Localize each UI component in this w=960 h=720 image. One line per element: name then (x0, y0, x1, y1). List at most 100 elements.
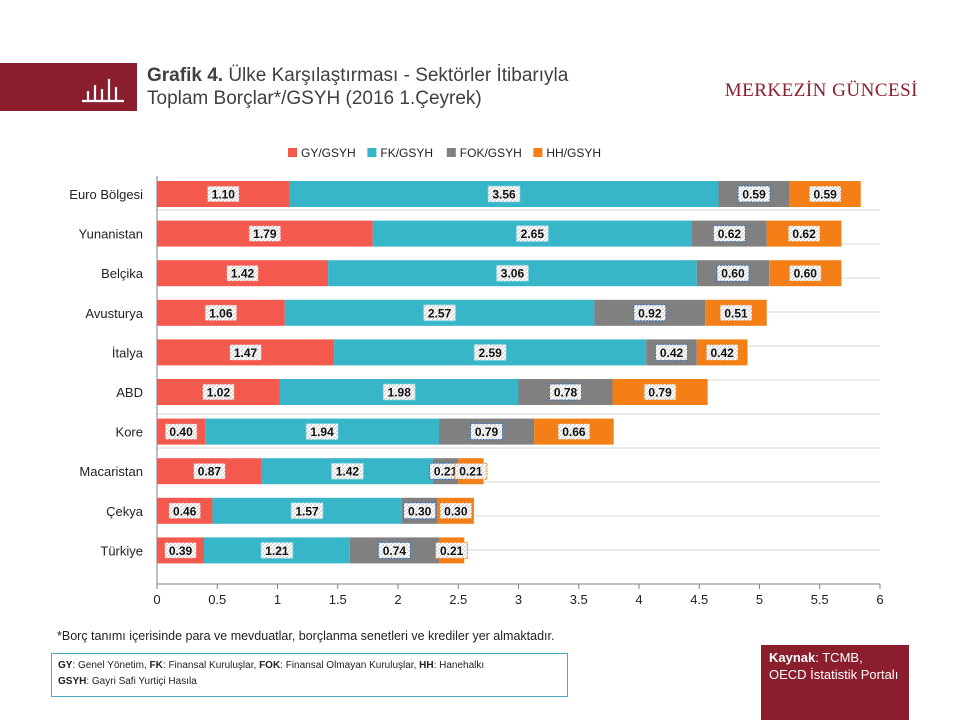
legend-label-fk: FK/GSYH (380, 146, 433, 160)
x-tick-label: 1 (274, 592, 281, 607)
data-label-hh: 0.21 (440, 544, 464, 558)
abbr-line2-desc-0: : Gayri Safi Yurtiçi Hasıla (86, 676, 197, 687)
abbr-line1-desc-2: : Finansal Olmayan Kuruluşlar, (280, 660, 420, 671)
x-tick-label: 4 (635, 592, 642, 607)
data-label-box (716, 264, 750, 282)
data-label-fk: 2.59 (479, 346, 503, 360)
legend-swatch-hh (533, 148, 543, 157)
title-bold: Grafik 4. (147, 65, 224, 86)
data-label-hh: 0.59 (813, 188, 837, 202)
category-label: Belçika (101, 266, 144, 281)
abbr-line1-key-3: HH (419, 660, 434, 671)
stacked-bar-chart: 0 0.5 1 1.5 2 2.5 3 3.5 4 4.5 5 5.5 6GY/GSYH FK/GSYH F… (69, 146, 883, 607)
data-label-hh: 0.62 (792, 227, 816, 241)
data-label-box (633, 304, 667, 322)
data-label-box (719, 304, 753, 322)
title-line2: Toplam Borçlar*/GSYH (2016 1.Çeyrek) (147, 88, 482, 109)
data-label-fk: 3.06 (501, 267, 525, 281)
abbreviation-line-1: GY: Genel Yönetim, FK: Finansal Kuruluşl… (58, 658, 561, 674)
data-label-box (473, 343, 507, 361)
x-tick-label: 0.5 (208, 592, 226, 607)
x-tick-label: 3 (515, 592, 522, 607)
legend-swatch-fok (446, 148, 456, 157)
data-label-box (206, 185, 240, 203)
legend-swatch-gy (288, 148, 297, 157)
category-label: Türkiye (100, 543, 143, 558)
data-label-fk: 1.57 (295, 504, 319, 518)
data-label-box (192, 462, 226, 480)
legend-label-fok: FOK/GSYH (460, 146, 522, 160)
data-label-fok: 0.42 (660, 346, 684, 360)
data-label-hh: 0.21 (459, 465, 483, 479)
category-label: ABD (116, 385, 143, 400)
data-label-box (808, 185, 842, 203)
data-label-box (487, 185, 521, 203)
x-tick-label: 6 (876, 592, 883, 607)
data-label-fok: 0.21 (434, 465, 458, 479)
data-label-box (260, 541, 294, 559)
category-label: Çekya (106, 504, 144, 519)
data-label-box (201, 383, 235, 401)
data-label-gy: 0.39 (169, 544, 193, 558)
data-label-hh: 0.51 (724, 306, 748, 320)
data-label-box (548, 383, 582, 401)
data-label-fok: 0.74 (383, 544, 407, 558)
data-label-fok: 0.60 (721, 267, 745, 281)
data-label-gy: 0.40 (169, 425, 193, 439)
category-label: Yunanistan (79, 227, 143, 242)
data-label-box (164, 423, 198, 441)
data-label-fok: 0.59 (742, 188, 766, 202)
brand-logo-text: MERKEZİN GÜNCESİ (724, 80, 918, 101)
data-label-fk: 2.57 (428, 306, 452, 320)
bar-chart-icon (82, 79, 124, 103)
data-label-box (454, 462, 488, 480)
x-tick-label: 3.5 (570, 592, 588, 607)
data-label-box (643, 383, 677, 401)
legend-label-hh: HH/GSYH (546, 146, 601, 160)
data-label-box (712, 225, 746, 243)
x-tick-label: 2.5 (449, 592, 467, 607)
data-label-box (737, 185, 771, 203)
data-label-box (226, 264, 260, 282)
x-tick-label: 2 (394, 592, 401, 607)
x-tick-label: 0 (153, 592, 160, 607)
data-label-fok: 0.78 (554, 386, 578, 400)
data-label-gy: 1.10 (212, 188, 236, 202)
data-label-box (495, 264, 529, 282)
data-label-box (515, 225, 549, 243)
data-label-hh: 0.66 (562, 425, 586, 439)
data-label-hh: 0.30 (444, 504, 468, 518)
data-label-fk: 1.42 (336, 465, 360, 479)
data-label-box (435, 541, 469, 559)
data-label-gy: 1.02 (207, 386, 231, 400)
data-label-gy: 1.06 (209, 306, 233, 320)
data-label-fk: 1.98 (388, 386, 412, 400)
legend-label-gy: GY/GSYH (301, 146, 356, 160)
data-label-box (787, 225, 821, 243)
data-label-box (788, 264, 822, 282)
data-label-gy: 0.46 (173, 504, 197, 518)
data-label-fk: 3.56 (492, 188, 516, 202)
header-band (0, 63, 137, 111)
footnote: *Borç tanımı içerisinde para ve mevduatl… (57, 629, 555, 643)
data-label-hh: 0.79 (648, 386, 672, 400)
x-tick-label: 1.5 (329, 592, 347, 607)
data-label-fok: 0.62 (718, 227, 742, 241)
data-label-box (204, 304, 238, 322)
data-label-fok: 0.30 (408, 504, 432, 518)
abbr-line1-desc-0: : Genel Yönetim, (72, 660, 150, 671)
data-label-gy: 1.79 (253, 227, 277, 241)
data-label-hh: 0.60 (794, 267, 818, 281)
data-label-box (439, 502, 473, 520)
data-label-fk: 1.21 (265, 544, 289, 558)
data-label-box (163, 541, 197, 559)
legend-swatch-fk (367, 148, 377, 157)
abbr-line1-desc-1: : Finansal Kuruluşlar, (162, 660, 260, 671)
data-label-box (248, 225, 282, 243)
data-label-fk: 2.65 (521, 227, 545, 241)
data-label-box (305, 423, 339, 441)
source-text: : TCMB, OECD İstatistik Portalı (769, 650, 899, 682)
data-label-fok: 0.92 (638, 306, 662, 320)
category-label: Kore (116, 425, 143, 440)
data-label-gy: 0.87 (198, 465, 222, 479)
